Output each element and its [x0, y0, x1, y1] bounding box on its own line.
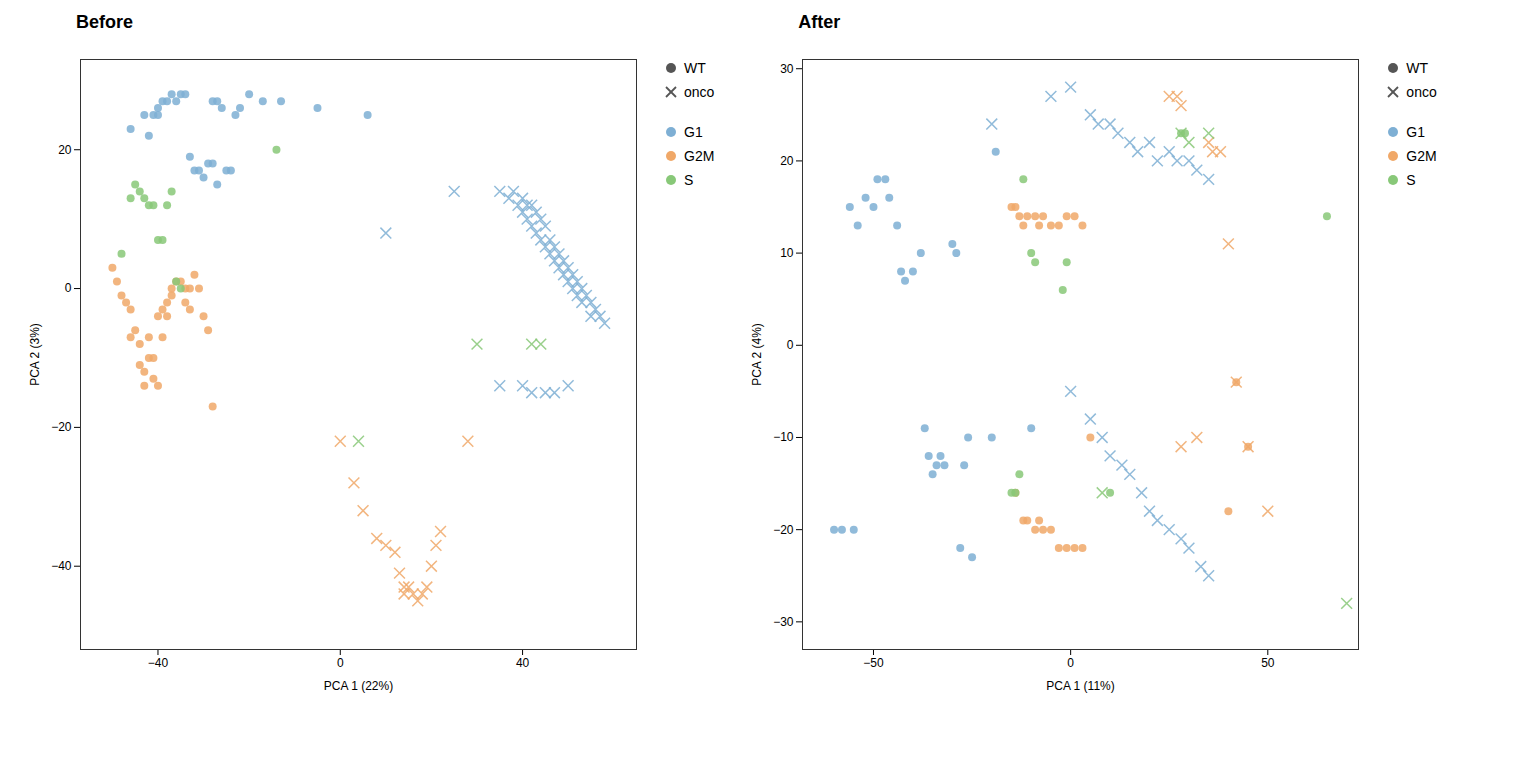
svg-text:PCA 2 (3%): PCA 2 (3%) [28, 323, 42, 386]
svg-text:0: 0 [65, 281, 72, 295]
svg-text:0: 0 [337, 656, 344, 670]
svg-text:20: 20 [58, 143, 72, 157]
svg-text:−20: −20 [51, 420, 72, 434]
html-text:G1: G1 [684, 124, 703, 140]
svg-text:10: 10 [781, 246, 795, 260]
svg-text:40: 40 [516, 656, 530, 670]
html-text:G2M: G2M [1406, 148, 1437, 164]
html-text:G2M: G2M [684, 148, 715, 164]
svg-text:20: 20 [781, 154, 795, 168]
html-text:onco: onco [1406, 84, 1437, 100]
svg-text:30: 30 [781, 62, 795, 76]
html-text:WT: WT [684, 60, 706, 76]
svg-text:PCA 2 (4%): PCA 2 (4%) [750, 323, 764, 386]
html-text:S: S [684, 172, 694, 188]
svg-text:−30: −30 [774, 615, 795, 629]
html-text:G1: G1 [1406, 124, 1425, 140]
svg-text:50: 50 [1261, 656, 1275, 670]
svg-text:−40: −40 [148, 656, 169, 670]
svg-text:0: 0 [787, 338, 794, 352]
svg-text:−50: −50 [864, 656, 885, 670]
html-text:WT: WT [1406, 60, 1429, 76]
html-text:onco: onco [684, 84, 715, 100]
html-text:Before: Before [76, 12, 133, 32]
svg-text:PCA 1 (11%): PCA 1 (11%) [1047, 679, 1115, 693]
svg-text:−40: −40 [51, 559, 72, 573]
svg-text:PCA 1 (22%): PCA 1 (22%) [324, 679, 393, 693]
html-text:After: After [798, 12, 841, 32]
svg-text:0: 0 [1068, 656, 1075, 670]
svg-text:−10: −10 [774, 430, 795, 444]
html-text:S: S [1406, 172, 1416, 188]
svg-text:−20: −20 [774, 522, 795, 536]
